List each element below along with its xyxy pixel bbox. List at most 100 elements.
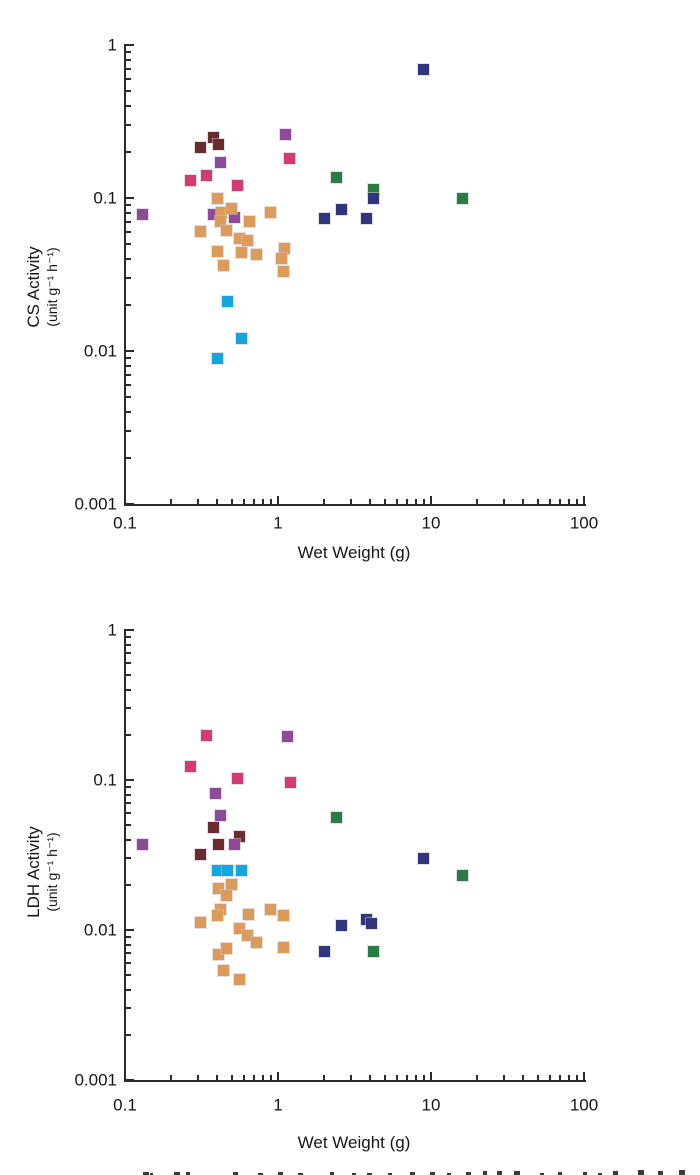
clipped-caption-mark: [583, 1172, 587, 1175]
data-point-orange: [211, 910, 223, 922]
data-point-green: [367, 945, 379, 957]
y-axis-minor-tick: [126, 67, 131, 70]
data-point-orange: [242, 909, 254, 921]
x-axis-major-tick: [124, 496, 126, 504]
x-axis-tick-label: 100: [569, 1095, 599, 1115]
data-point-pink: [284, 777, 296, 789]
clipped-caption-mark: [613, 1171, 618, 1175]
data-point-navy: [418, 64, 430, 76]
y-axis-minor-tick: [126, 303, 131, 306]
data-point-purple: [229, 211, 241, 223]
y-axis-minor-tick: [126, 824, 131, 827]
cs-x-axis-title: Wet Weight (g): [297, 543, 411, 562]
x-axis-line: [124, 1080, 586, 1082]
y-axis-minor-tick: [126, 77, 131, 80]
data-point-purple: [136, 209, 148, 220]
y-axis-minor-tick: [126, 1033, 131, 1036]
x-axis-minor-tick: [575, 499, 578, 504]
data-point-orange: [275, 253, 287, 265]
y-axis-minor-tick: [126, 785, 131, 788]
x-axis-major-tick: [583, 1072, 585, 1080]
data-point-maroon: [194, 141, 206, 153]
y-axis-minor-tick: [126, 733, 131, 736]
y-axis-minor-tick: [126, 230, 131, 233]
y-axis-minor-tick: [126, 662, 131, 665]
x-axis-minor-tick: [396, 1075, 399, 1080]
clipped-caption-mark: [558, 1172, 562, 1175]
data-point-orange: [214, 904, 226, 916]
data-point-cyan: [236, 864, 248, 876]
data-point-orange: [217, 260, 229, 272]
y-axis-tick-label: 1: [107, 620, 117, 640]
y-axis-tick-label: 0.1: [93, 770, 117, 790]
x-axis-minor-tick: [406, 499, 409, 504]
data-point-orange: [194, 226, 206, 238]
x-axis-major-tick: [277, 496, 279, 504]
data-point-orange: [211, 245, 223, 257]
data-point-purple: [214, 809, 226, 821]
data-point-cyan: [236, 333, 248, 345]
data-point-green: [330, 812, 342, 824]
x-axis-minor-tick: [476, 1075, 479, 1080]
y-axis-minor-tick: [126, 857, 131, 860]
x-axis-tick-label: 10: [421, 513, 441, 533]
data-point-orange: [226, 203, 238, 215]
y-axis-minor-tick: [126, 373, 131, 376]
x-axis-minor-tick: [406, 1075, 409, 1080]
y-axis-minor-tick: [126, 396, 131, 399]
data-point-pink: [200, 730, 212, 741]
x-axis-minor-tick: [369, 499, 372, 504]
x-axis-tick-label: 0.1: [113, 513, 137, 533]
y-axis-minor-tick: [126, 243, 131, 246]
x-axis-minor-tick: [269, 499, 272, 504]
y-axis-tick-label: 1: [107, 35, 117, 55]
data-point-orange: [250, 937, 262, 949]
y-axis-major-tick: [126, 1079, 134, 1081]
data-point-orange: [220, 225, 232, 237]
y-axis-major-tick: [126, 350, 134, 352]
clipped-caption-mark: [298, 1173, 303, 1175]
data-point-maroon: [208, 822, 220, 834]
data-point-maroon: [213, 138, 225, 150]
clipped-caption-mark: [514, 1171, 520, 1175]
clipped-caption-mark: [258, 1173, 263, 1175]
x-axis-major-tick: [430, 1072, 432, 1080]
y-axis-minor-tick: [126, 357, 131, 359]
y-axis-tick-label: 0.01: [83, 341, 117, 361]
data-point-pink: [231, 772, 243, 784]
x-axis-minor-tick: [549, 499, 552, 504]
x-axis-minor-tick: [269, 1075, 272, 1080]
data-point-purple: [281, 730, 293, 742]
y-axis-minor-tick: [126, 220, 131, 223]
data-point-maroon: [194, 848, 206, 860]
data-point-purple: [136, 839, 148, 851]
y-axis-tick-label: 0.1: [93, 188, 117, 208]
x-axis-major-tick: [430, 496, 432, 504]
data-point-orange: [243, 216, 255, 228]
x-axis-minor-tick: [262, 1075, 265, 1080]
x-axis-minor-tick: [243, 1075, 246, 1080]
y-axis-minor-tick: [126, 988, 131, 991]
x-axis-minor-tick: [323, 499, 326, 504]
x-axis-tick-label: 10: [421, 1095, 441, 1115]
y-axis-minor-tick: [126, 883, 131, 886]
y-axis-minor-tick: [126, 643, 131, 646]
x-axis-minor-tick: [383, 499, 386, 504]
x-axis-tick-label: 1: [273, 1095, 283, 1115]
data-point-orange: [213, 948, 225, 960]
clipped-caption-mark: [679, 1170, 685, 1175]
y-axis-minor-tick: [126, 962, 131, 965]
data-point-purple: [209, 788, 221, 800]
data-point-orange: [220, 943, 232, 955]
y-axis-minor-tick: [126, 410, 131, 413]
x-axis-line: [124, 504, 586, 506]
clipped-caption-mark: [410, 1172, 415, 1175]
data-point-purple: [280, 129, 292, 140]
x-axis-minor-tick: [349, 499, 352, 504]
clipped-caption-mark: [186, 1172, 190, 1175]
y-axis-minor-tick: [126, 652, 131, 655]
data-point-cyan: [222, 296, 234, 308]
data-point-orange: [264, 207, 276, 219]
clipped-caption-mark: [430, 1172, 435, 1175]
